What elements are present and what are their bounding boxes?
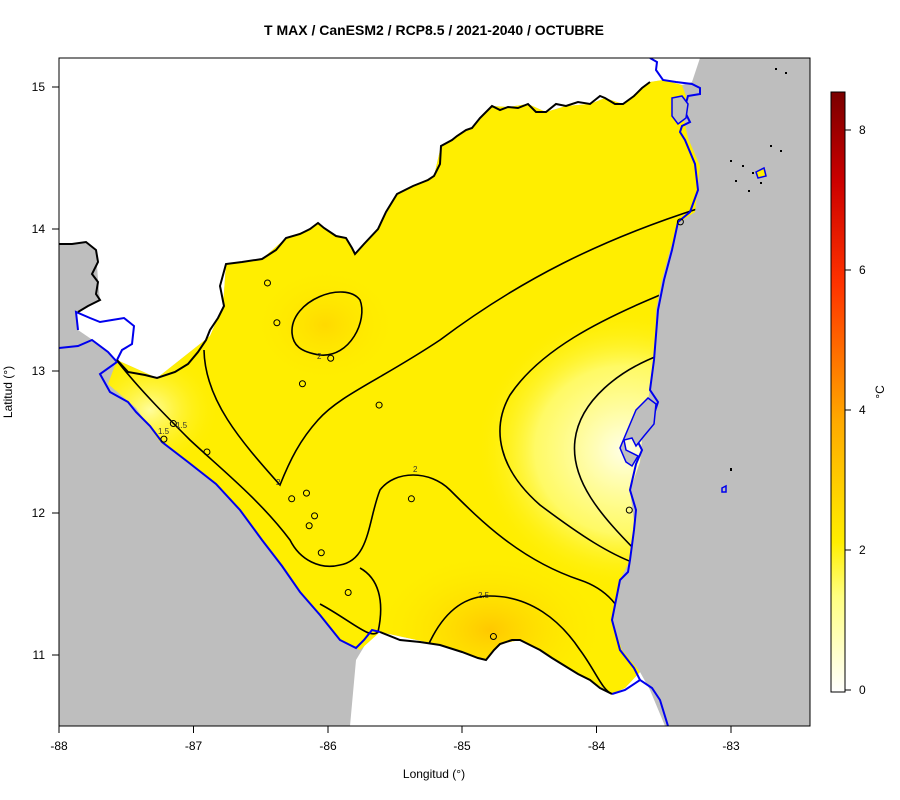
x-tick-label: -85 [453,739,471,753]
colorbar-tick-label: 0 [859,683,866,697]
contour-line [291,291,363,356]
contour-line [203,207,700,487]
x-tick-label: -88 [50,739,68,753]
island [775,68,777,70]
honduras-land [59,58,650,378]
y-tick-label: 13 [32,364,46,378]
station-marker [169,420,177,428]
x-axis: -88 -87 -86 -85 -84 -83 [50,725,740,753]
station-marker [625,506,633,514]
station-marker [305,522,313,530]
station-marker [407,495,415,503]
costa-rica-border [379,631,613,695]
island [730,468,732,471]
station-marker [375,401,383,409]
station-marker [311,512,319,520]
x-tick-label: -83 [722,739,740,753]
san-juan-coast [611,679,641,695]
warm-area-north [250,265,400,385]
station-marker [327,354,335,362]
station-marker [298,380,306,388]
laguna-perlas [619,397,657,468]
y-axis-label: Latitud (°) [1,366,15,418]
station-marker [676,218,684,226]
contour-label: 2.5 [478,591,490,600]
colorbar-unit-label: °C [873,385,887,399]
honduras-interior-border [59,240,102,313]
station-marker [288,495,296,503]
caribbean-coastline [610,58,701,726]
station-marker [203,448,211,456]
colorbar-tick-label: 4 [859,403,866,417]
station-marker [263,279,271,287]
station-marker [489,633,497,641]
island [735,180,737,182]
station-marker [344,589,352,597]
island [760,182,762,184]
contour-line [117,361,626,621]
island [748,190,750,192]
contour-label: 2 [413,465,418,474]
x-tick-label: -84 [588,739,606,753]
y-tick-label: 12 [32,506,46,520]
pacific-coastline [59,338,381,650]
colorbar-gradient [830,91,846,693]
island [742,165,744,167]
small-island [721,484,727,493]
contour-label: 1.5 [158,427,170,436]
contour-line [499,294,661,566]
costa-rica-land [350,632,665,726]
island [780,150,782,152]
map-title: T MAX / CanESM2 / RCP8.5 / 2021-2040 / O… [264,22,604,38]
gulf-fonseca-coast [74,310,136,361]
island [752,172,754,174]
station-marker [302,489,310,497]
x-tick-label: -87 [185,739,203,753]
colorbar-tick-label: 6 [859,263,866,277]
station-marker [160,435,168,443]
contour-line [426,595,613,694]
y-tick-label: 11 [33,648,46,662]
contour-label: 2 [317,352,322,361]
x-tick-label: -86 [319,739,337,753]
x-axis-label: Longitud (°) [403,767,465,781]
island [785,72,787,74]
station-marker [273,319,281,327]
stations-layer [160,218,684,641]
laguna-bismuna [671,95,689,126]
contour-line [573,354,661,556]
corn-island [755,166,767,179]
y-tick-label: 14 [32,222,46,236]
colorbar-tick-label: 2 [859,543,866,557]
contour-label: 1.5 [176,421,188,430]
island [770,145,772,147]
y-tick-label: 15 [32,80,46,94]
station-marker [317,549,325,557]
y-axis: 11 12 13 14 15 [32,80,60,662]
contour-label: 2 [276,478,281,487]
island [730,160,732,162]
honduras-border [116,81,651,380]
colorbar: 0 2 4 6 8 °C [830,91,887,697]
colorbar-tick-label: 8 [859,123,866,137]
